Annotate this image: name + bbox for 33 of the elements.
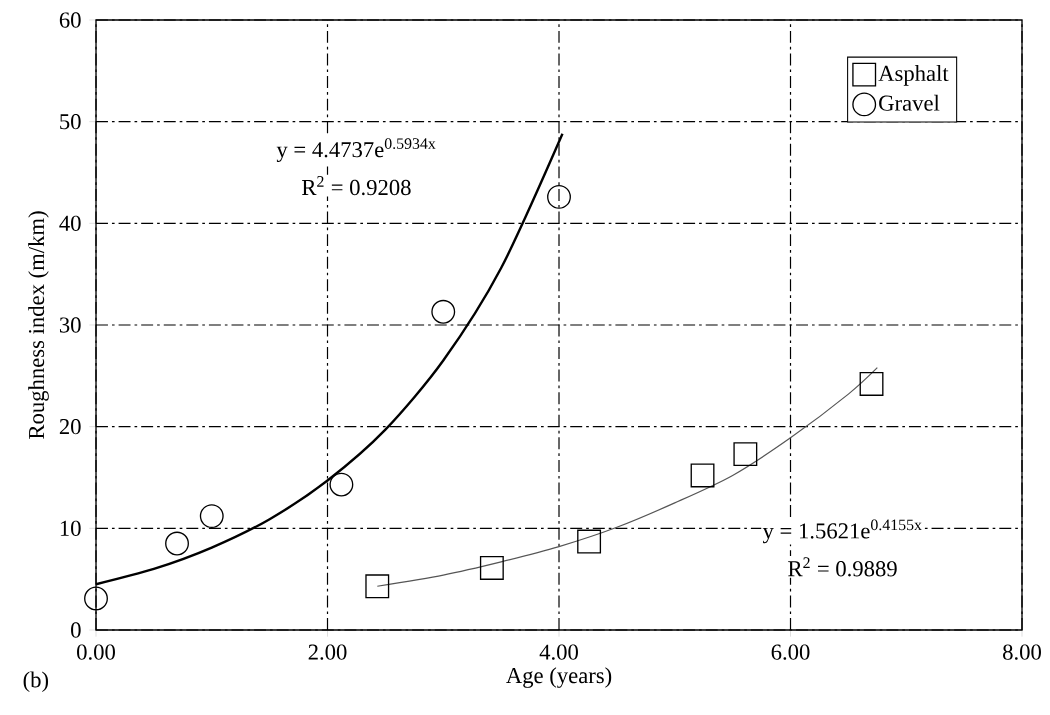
point	[577, 529, 602, 554]
point	[165, 531, 189, 556]
x-axis-title: Age (years)	[506, 667, 612, 688]
y-tick-label: 40	[59, 215, 81, 231]
point	[84, 586, 108, 611]
point	[431, 299, 456, 324]
y-tick-label: 60	[59, 12, 81, 28]
point	[329, 472, 354, 497]
text: (b)	[23, 671, 49, 693]
annotation: R$^{2}$ = 0.9889	[788, 557, 897, 577]
legend-label: Gravel	[879, 94, 940, 111]
x-tick-label: 0.00	[77, 644, 115, 660]
point	[199, 504, 224, 529]
y-axis-title: Roughness index (m/km)	[28, 211, 49, 439]
point	[479, 556, 504, 580]
point	[859, 371, 884, 396]
x-tick-label: 4.00	[539, 644, 578, 660]
legend-label: Asphalt	[878, 65, 949, 86]
x-tick-label: 8.00	[1003, 644, 1041, 660]
x-tick-label: 2.00	[308, 644, 347, 660]
point	[365, 574, 390, 599]
x-tick-label: 6.00	[771, 644, 810, 660]
point	[690, 463, 715, 488]
y-tick-label: 0	[71, 622, 81, 638]
point	[733, 442, 758, 467]
annotation: y = 4.4737e$^{0.5934x}$	[276, 138, 436, 163]
point	[547, 184, 571, 209]
y-tick-label: 30	[59, 317, 81, 333]
y-tick-label: 20	[59, 418, 81, 435]
y-tick-label: 50	[60, 113, 81, 130]
annotation: R$^{2}$ = 0.9208	[302, 176, 411, 196]
annotation: y = 1.5621e$^{0.4155x}$	[762, 519, 922, 544]
y-tick-label: 10	[60, 520, 81, 536]
